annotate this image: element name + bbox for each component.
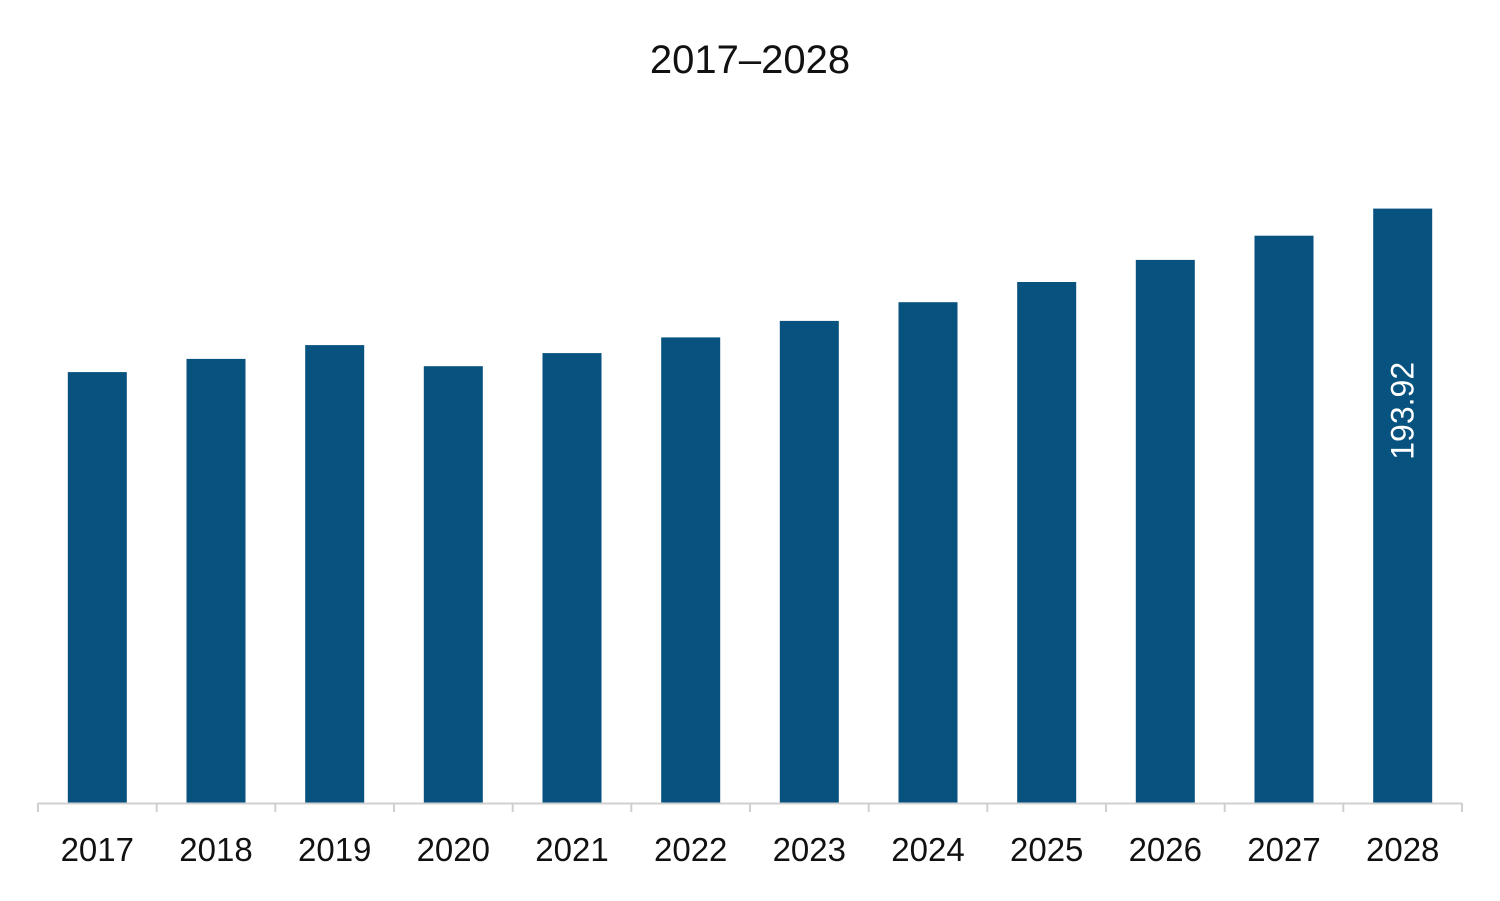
bar-2023 — [779, 320, 839, 803]
bar-2024 — [898, 302, 958, 803]
x-tick-label-2024: 2024 — [891, 831, 964, 868]
x-tick-label-2021: 2021 — [535, 831, 608, 868]
bars-group — [67, 208, 1433, 804]
bar-2026 — [1135, 259, 1195, 803]
x-tick-label-2026: 2026 — [1129, 831, 1202, 868]
bar-2018 — [186, 358, 246, 803]
x-tick-label-2027: 2027 — [1247, 831, 1320, 868]
x-tick-label-2017: 2017 — [61, 831, 134, 868]
bar-2020 — [423, 366, 483, 803]
x-tick-label-2018: 2018 — [179, 831, 252, 868]
bar-2025 — [1017, 282, 1077, 803]
bar-2027 — [1254, 235, 1314, 803]
x-tick-label-2025: 2025 — [1010, 831, 1083, 868]
chart-title: 2017–2028 — [650, 38, 850, 82]
bar-2028 — [1373, 208, 1433, 804]
bar-2021 — [542, 353, 602, 803]
x-axis — [37, 802, 1463, 812]
x-tick-label-2019: 2019 — [298, 831, 371, 868]
x-tick-label-2020: 2020 — [417, 831, 490, 868]
tick-labels-group: 2017 2018 2019 2020 2021 2022 2023 2024 2025 2026… — [61, 831, 1440, 868]
x-tick-label-2028: 2028 — [1366, 831, 1439, 868]
x-tick-label-2022: 2022 — [654, 831, 727, 868]
x-tick-label-2023: 2023 — [773, 831, 846, 868]
data-label-2028: 193.92 — [1385, 362, 1421, 460]
bar-2017 — [67, 372, 127, 803]
bar-2019 — [305, 345, 365, 803]
bar-2022 — [661, 337, 721, 803]
data-labels-group: 193.92 — [1385, 362, 1421, 460]
